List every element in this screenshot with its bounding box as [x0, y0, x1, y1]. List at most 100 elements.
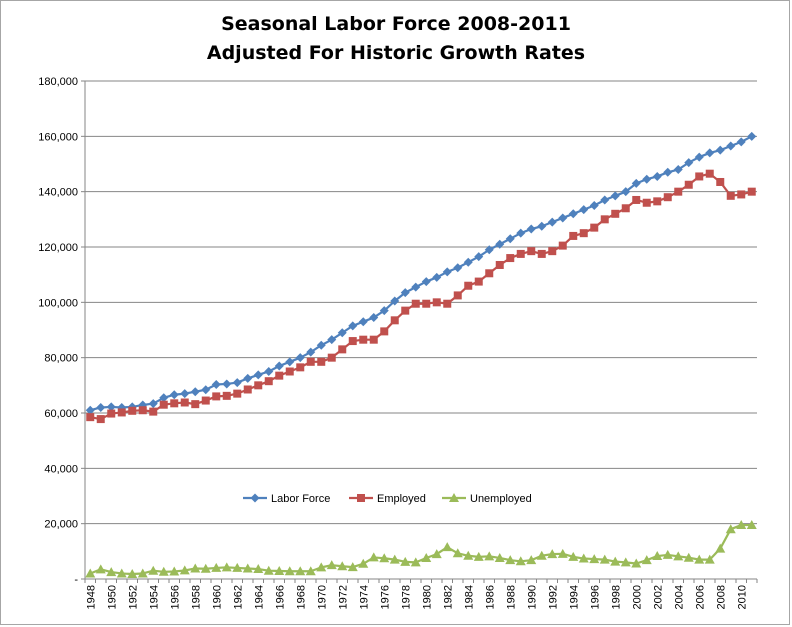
data-point-employed	[212, 392, 221, 401]
data-point-labor-force	[169, 390, 179, 400]
data-point-labor-force	[180, 389, 190, 399]
data-point-labor-force	[673, 165, 683, 175]
data-point-unemployed	[725, 524, 736, 534]
data-point-unemployed	[578, 553, 589, 563]
x-tick-label: 1966	[274, 585, 286, 609]
data-point-unemployed	[242, 563, 253, 573]
data-point-unemployed	[704, 554, 715, 564]
x-tick-label: 2000	[631, 585, 643, 609]
data-point-employed	[695, 172, 704, 181]
data-point-employed	[443, 299, 452, 308]
x-tick-label: 1974	[358, 585, 370, 609]
legend-marker-unemployed	[449, 493, 459, 502]
data-point-unemployed	[158, 566, 169, 576]
data-point-employed	[390, 316, 399, 325]
data-point-labor-force	[537, 221, 547, 231]
data-point-employed	[254, 381, 263, 390]
data-point-employed	[747, 187, 756, 196]
data-point-unemployed	[442, 542, 453, 552]
y-tick-label: 80,000	[44, 353, 78, 365]
data-point-labor-force	[684, 158, 694, 168]
data-point-employed	[233, 389, 242, 398]
data-point-unemployed	[337, 561, 348, 571]
data-point-employed	[674, 187, 683, 196]
data-point-labor-force	[358, 317, 368, 327]
data-point-unemployed	[253, 564, 264, 574]
data-point-unemployed	[305, 566, 316, 576]
data-point-labor-force	[253, 370, 263, 380]
data-point-labor-force	[432, 272, 442, 282]
x-tick-label: 2008	[715, 585, 727, 609]
data-point-labor-force	[148, 399, 158, 409]
data-point-unemployed	[148, 565, 159, 575]
data-point-unemployed	[557, 548, 568, 558]
data-point-employed	[716, 177, 725, 186]
data-point-labor-force	[369, 313, 379, 323]
data-point-unemployed	[295, 566, 306, 576]
y-tick-label: 60,000	[44, 408, 78, 420]
data-point-labor-force	[327, 335, 337, 345]
legend-label-labor-force: Labor Force	[271, 493, 330, 505]
data-point-unemployed	[505, 555, 516, 565]
data-point-employed	[107, 409, 116, 418]
data-point-employed	[149, 407, 158, 416]
data-point-unemployed	[568, 551, 579, 561]
data-point-employed	[726, 191, 735, 200]
x-tick-label: 1964	[253, 585, 265, 609]
data-point-unemployed	[736, 520, 747, 530]
data-point-labor-force	[589, 201, 599, 210]
data-point-employed	[317, 357, 326, 366]
data-point-unemployed	[421, 552, 432, 562]
data-point-employed	[569, 231, 578, 240]
data-point-unemployed	[526, 555, 537, 565]
data-point-employed	[600, 215, 609, 224]
x-tick-label: 1960	[211, 585, 223, 609]
chart-subtitle: Adjusted For Historic Growth Rates	[206, 42, 586, 64]
x-tick-label: 2006	[694, 585, 706, 609]
data-point-unemployed	[515, 556, 526, 566]
chart-title-line1: Seasonal Labor Force 2008-2011	[221, 13, 571, 35]
y-tick-label: 140,000	[38, 187, 78, 199]
y-tick-label: 180,000	[38, 76, 78, 88]
data-point-labor-force	[652, 171, 662, 181]
data-point-labor-force	[411, 282, 421, 292]
data-point-unemployed	[400, 556, 411, 566]
data-point-employed	[642, 198, 651, 207]
data-point-employed	[296, 363, 305, 372]
data-point-labor-force	[285, 357, 295, 367]
data-point-unemployed	[589, 554, 600, 564]
x-tick-label: 1992	[547, 585, 559, 609]
data-point-labor-force	[232, 378, 242, 388]
data-point-unemployed	[274, 565, 285, 575]
data-point-employed	[222, 391, 231, 400]
data-point-labor-force	[400, 288, 410, 298]
data-point-labor-force	[96, 402, 106, 412]
data-point-unemployed	[116, 568, 127, 578]
x-tick-label: 1996	[589, 585, 601, 609]
x-tick-label: 2010	[736, 585, 748, 609]
data-point-employed	[138, 406, 147, 415]
x-tick-label: 1998	[610, 585, 622, 609]
data-point-employed	[621, 204, 630, 213]
data-point-unemployed	[106, 567, 117, 577]
data-point-labor-force	[505, 234, 515, 244]
data-point-labor-force	[295, 353, 305, 363]
data-point-labor-force	[316, 340, 326, 350]
data-point-employed	[359, 335, 368, 344]
legend-marker-employed	[357, 494, 365, 502]
data-point-employed	[264, 377, 273, 386]
data-point-labor-force	[421, 277, 431, 287]
data-point-employed	[128, 406, 137, 415]
data-point-labor-force	[558, 213, 568, 223]
data-point-employed	[632, 195, 641, 204]
x-tick-label: 1948	[85, 585, 97, 609]
data-point-unemployed	[190, 563, 201, 573]
data-point-employed	[201, 396, 210, 405]
data-point-labor-force	[201, 385, 211, 395]
data-point-labor-force	[348, 321, 358, 331]
data-point-employed	[327, 353, 336, 362]
data-point-unemployed	[211, 562, 222, 572]
x-tick-label: 1968	[295, 585, 307, 609]
data-point-unemployed	[368, 552, 379, 562]
